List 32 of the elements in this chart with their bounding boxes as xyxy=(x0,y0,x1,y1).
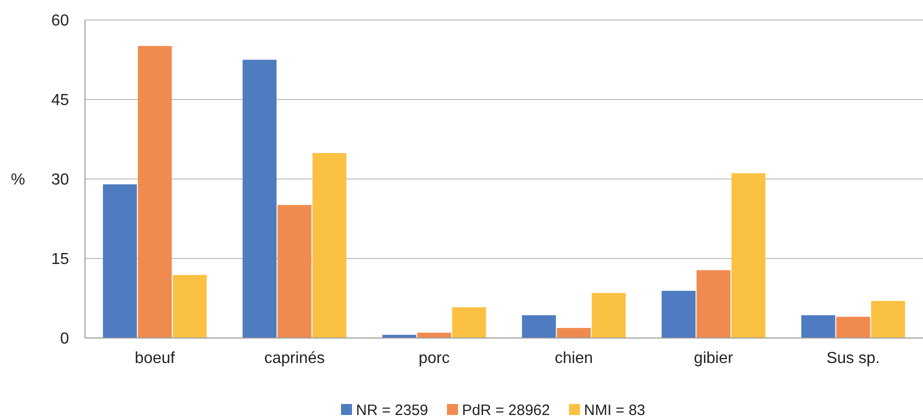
bar xyxy=(731,173,766,338)
bar xyxy=(417,332,452,338)
bar xyxy=(172,274,207,338)
bar xyxy=(522,315,556,338)
legend-label: NR = 2359 xyxy=(356,402,428,419)
y-tick-label: 60 xyxy=(51,12,70,30)
bar xyxy=(242,60,277,338)
y-tick-label: 45 xyxy=(51,92,70,110)
bar xyxy=(592,292,626,338)
legend-label: PdR = 28962 xyxy=(462,402,550,419)
bar xyxy=(801,315,836,338)
bar xyxy=(556,328,591,338)
bar xyxy=(138,46,172,338)
x-tick-label: Sus sp. xyxy=(826,350,880,367)
bar xyxy=(871,300,906,338)
y-tick-label: 15 xyxy=(51,251,70,268)
bar xyxy=(312,153,346,338)
x-tick-label: gibier xyxy=(694,350,734,367)
bar xyxy=(696,270,730,338)
y-axis-title: % xyxy=(10,172,26,189)
x-tick-label: chien xyxy=(554,350,593,367)
x-tick-label: caprinés xyxy=(264,350,325,367)
bar xyxy=(662,290,696,338)
bar xyxy=(278,204,312,338)
y-tick-label: 0 xyxy=(60,330,70,348)
bar xyxy=(102,184,137,338)
legend-label: NMI = 83 xyxy=(584,402,646,419)
x-tick-label: boeuf xyxy=(134,350,176,367)
bar xyxy=(836,316,870,338)
x-tick-label: porc xyxy=(418,350,450,367)
bar xyxy=(452,307,486,338)
y-tick-label: 30 xyxy=(51,172,70,189)
